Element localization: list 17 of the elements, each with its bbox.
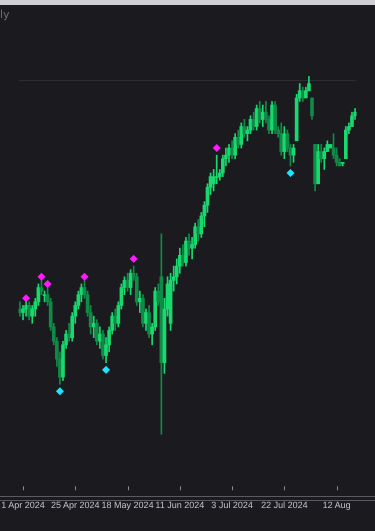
chart-title: ly [0,8,10,21]
point [212,144,221,152]
point [56,387,64,396]
x-tick-label: 3 Jul 2024 [211,500,253,510]
point [130,254,138,263]
x-tick-label: 1 Apr 2024 [1,500,45,510]
point [102,366,110,374]
point [37,272,46,281]
x-tick-label: 12 Aug [322,500,351,510]
point [44,280,52,288]
point [80,272,89,281]
x-tick-label: 18 May 2024 [102,500,154,510]
x-tick-label: 25 Apr 2024 [51,500,100,510]
x-tick-label: 22 Jul 2024 [261,500,308,510]
point [22,294,30,302]
point [286,169,294,178]
x-tick-label: 11 Jun 2024 [155,500,204,510]
